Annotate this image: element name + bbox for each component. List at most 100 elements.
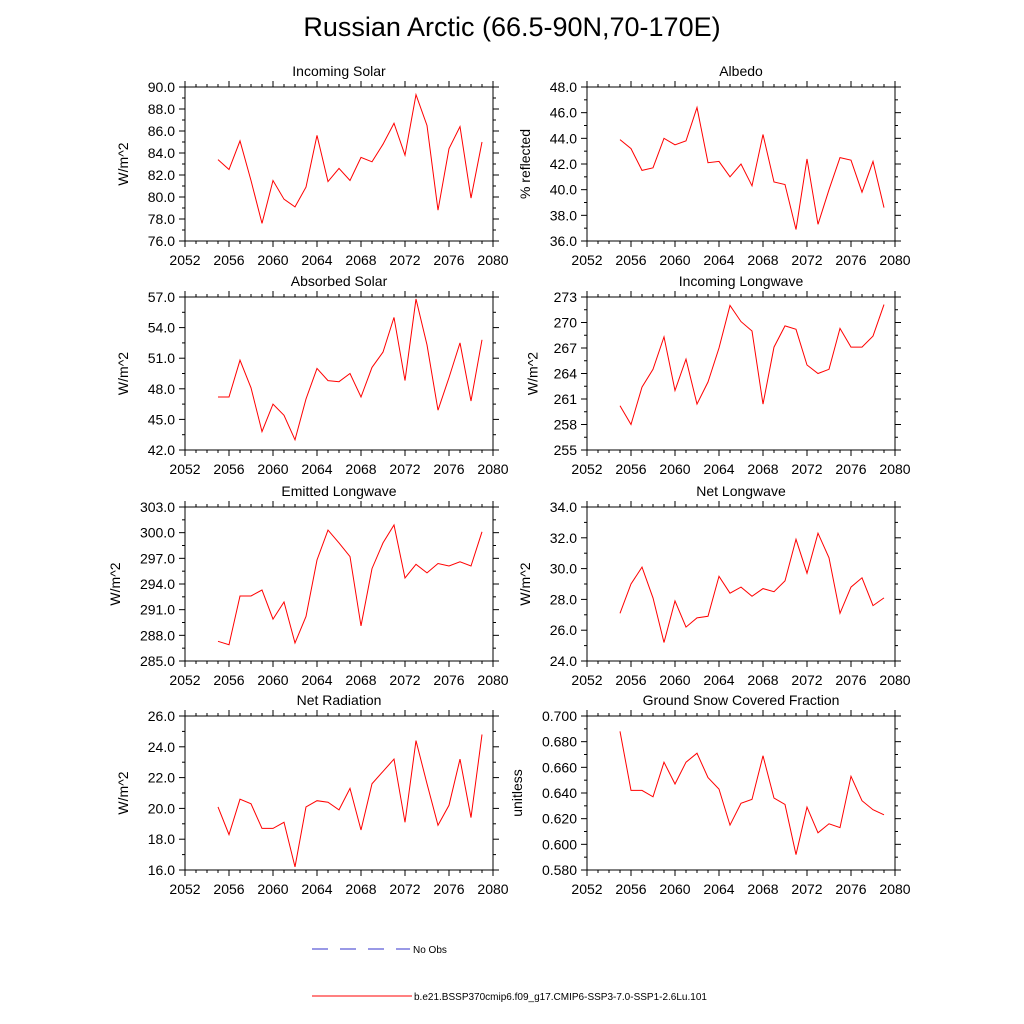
x-tick-label: 2060 (659, 252, 690, 268)
y-axis-label: W/m^2 (107, 562, 123, 605)
plot-frame (184, 715, 494, 871)
chart-panel-5: 2052 2056 2060 2064 2068 2072 2076 2080 24.0 26.0… (517, 483, 911, 688)
y-tick-label: 0.680 (542, 734, 577, 750)
y-tick-label: 0.700 (542, 708, 577, 724)
x-tick-label: 2052 (571, 881, 602, 897)
x-tick-label: 2064 (301, 252, 332, 268)
series-line (619, 105, 885, 230)
y-tick-label: 36.0 (550, 233, 577, 249)
x-tick-label: 2060 (257, 252, 288, 268)
figure-title: Russian Arctic (66.5-90N,70-170E) (303, 12, 721, 42)
x-tick-label: 2068 (345, 252, 376, 268)
x-tick-label: 2064 (703, 881, 734, 897)
x-tick-label: 2076 (835, 461, 866, 477)
y-tick-label: 51.0 (148, 350, 175, 366)
x-tick-label: 2052 (169, 461, 200, 477)
y-tick-label: 18.0 (148, 831, 175, 847)
series-line (619, 731, 885, 855)
x-tick-label: 2056 (615, 461, 646, 477)
y-axis-label: unitless (509, 769, 525, 816)
y-tick-label: 44.0 (550, 130, 577, 146)
x-tick-label: 2056 (615, 881, 646, 897)
x-tick-label: 2072 (791, 252, 822, 268)
x-tick-label: 2060 (257, 672, 288, 688)
chart-panel-6: 2052 2056 2060 2064 2068 2072 2076 2080 16.0 18.0… (115, 692, 509, 897)
y-tick-label: 261 (554, 391, 578, 407)
chart-panel-1: 2052 2056 2060 2064 2068 2072 2076 2080 36.0 38.0… (517, 63, 911, 268)
x-tick-label: 2072 (791, 461, 822, 477)
y-tick-label: 264 (554, 366, 578, 382)
y-axis-label: W/m^2 (517, 562, 533, 605)
x-tick-label: 2076 (433, 881, 464, 897)
x-tick-label: 2060 (257, 881, 288, 897)
y-tick-label: 48.0 (550, 79, 577, 95)
x-tick-label: 2052 (571, 252, 602, 268)
y-tick-label: 84.0 (148, 145, 175, 161)
y-tick-label: 30.0 (550, 561, 577, 577)
panel-title: Albedo (719, 63, 763, 79)
x-tick-label: 2080 (477, 672, 508, 688)
y-tick-label: 57.0 (148, 289, 175, 305)
x-tick-label: 2068 (345, 881, 376, 897)
x-tick-label: 2076 (433, 252, 464, 268)
y-tick-label: 86.0 (148, 123, 175, 139)
y-tick-label: 78.0 (148, 211, 175, 227)
series-line (217, 523, 483, 646)
y-tick-label: 20.0 (148, 800, 175, 816)
y-tick-label: 48.0 (148, 381, 175, 397)
x-tick-label: 2056 (213, 672, 244, 688)
y-tick-label: 34.0 (550, 499, 577, 515)
y-tick-label: 288.0 (140, 627, 175, 643)
x-tick-label: 2072 (791, 881, 822, 897)
panel-title: Incoming Longwave (679, 273, 804, 289)
panel-title: Net Longwave (696, 483, 786, 499)
x-tick-label: 2060 (659, 461, 690, 477)
series-line (217, 92, 483, 224)
y-tick-label: 0.660 (542, 759, 577, 775)
y-tick-label: 26.0 (148, 708, 175, 724)
x-tick-label: 2064 (703, 461, 734, 477)
x-tick-label: 2080 (477, 461, 508, 477)
x-tick-label: 2080 (477, 881, 508, 897)
y-tick-label: 76.0 (148, 233, 175, 249)
y-tick-label: 38.0 (550, 207, 577, 223)
chart-panel-0: 2052 2056 2060 2064 2068 2072 2076 2080 76.0 78.0… (115, 63, 509, 268)
x-tick-label: 2072 (389, 672, 420, 688)
y-tick-label: 26.0 (550, 622, 577, 638)
x-tick-label: 2052 (169, 881, 200, 897)
x-tick-label: 2056 (213, 252, 244, 268)
x-tick-label: 2064 (301, 461, 332, 477)
x-tick-label: 2064 (301, 672, 332, 688)
panel-title: Absorbed Solar (291, 273, 388, 289)
y-tick-label: 303.0 (140, 499, 175, 515)
y-tick-label: 40.0 (550, 182, 577, 198)
x-tick-label: 2080 (477, 252, 508, 268)
y-tick-label: 24.0 (148, 739, 175, 755)
x-tick-label: 2052 (169, 672, 200, 688)
y-tick-label: 22.0 (148, 770, 175, 786)
panel-title: Ground Snow Covered Fraction (643, 692, 840, 708)
y-tick-label: 285.0 (140, 653, 175, 669)
x-tick-label: 2076 (835, 881, 866, 897)
plot-frame (586, 506, 896, 662)
x-tick-label: 2060 (659, 881, 690, 897)
plot-frame (586, 715, 896, 871)
x-tick-label: 2060 (257, 461, 288, 477)
plot-frame (184, 296, 494, 451)
y-tick-label: 80.0 (148, 189, 175, 205)
y-tick-label: 88.0 (148, 101, 175, 117)
y-tick-label: 0.620 (542, 811, 577, 827)
y-tick-label: 0.600 (542, 836, 577, 852)
y-tick-label: 0.640 (542, 785, 577, 801)
y-tick-label: 270 (554, 315, 578, 331)
y-tick-label: 16.0 (148, 862, 175, 878)
y-tick-label: 28.0 (550, 591, 577, 607)
x-tick-label: 2076 (433, 672, 464, 688)
panel-title: Emitted Longwave (281, 483, 396, 499)
series-line (619, 531, 885, 643)
x-tick-label: 2056 (213, 881, 244, 897)
plot-frame (184, 506, 494, 662)
x-tick-label: 2068 (747, 881, 778, 897)
y-tick-label: 42.0 (550, 156, 577, 172)
